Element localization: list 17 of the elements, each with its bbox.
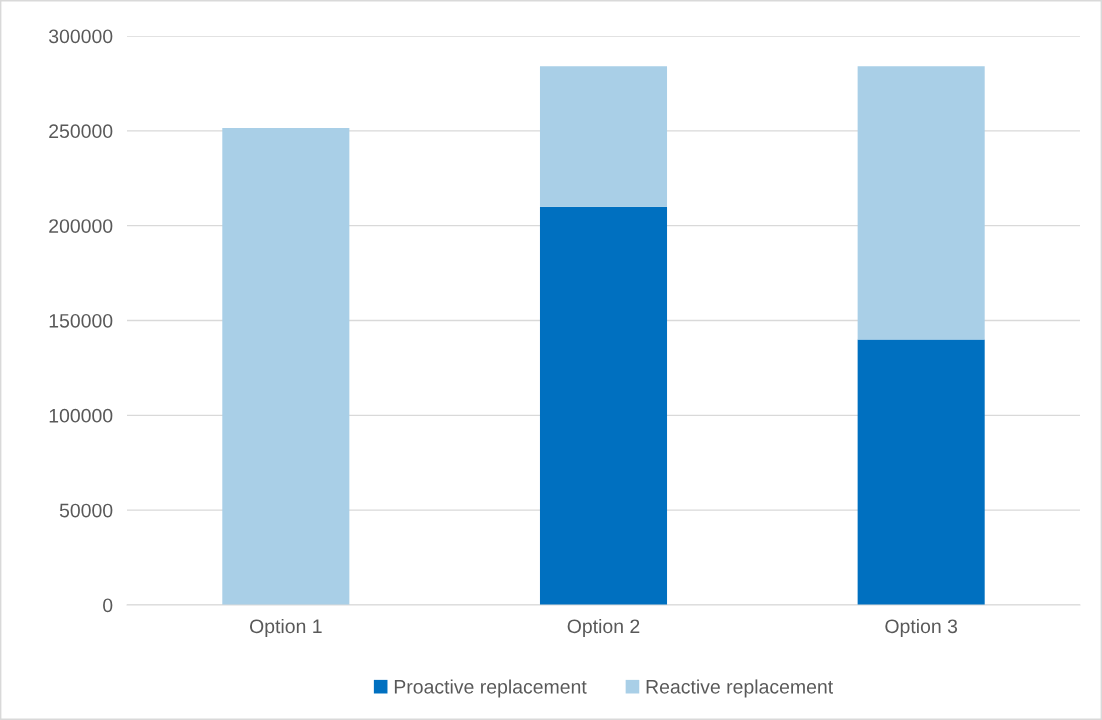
y-tick-label: 150000	[49, 313, 113, 328]
y-tick-label: 250000	[49, 124, 113, 139]
legend-label: Proactive replacement	[394, 679, 587, 698]
bar	[222, 127, 350, 605]
x-tick-label: Option 2	[567, 618, 640, 638]
bar	[539, 66, 668, 207]
bar	[857, 66, 985, 340]
y-tick-label: 0	[103, 598, 113, 613]
y-tick-label: 300000	[48, 29, 113, 44]
y-tick-label: 50000	[59, 503, 113, 518]
x-tick-label: Option 1	[250, 618, 322, 638]
bar	[539, 206, 668, 605]
y-tick-label: 200000	[49, 219, 113, 233]
legend-label: Reactive replacement	[646, 679, 833, 698]
bar	[857, 339, 985, 605]
y-tick-label: 100000	[49, 408, 113, 423]
x-tick-label: Option 3	[885, 618, 958, 638]
